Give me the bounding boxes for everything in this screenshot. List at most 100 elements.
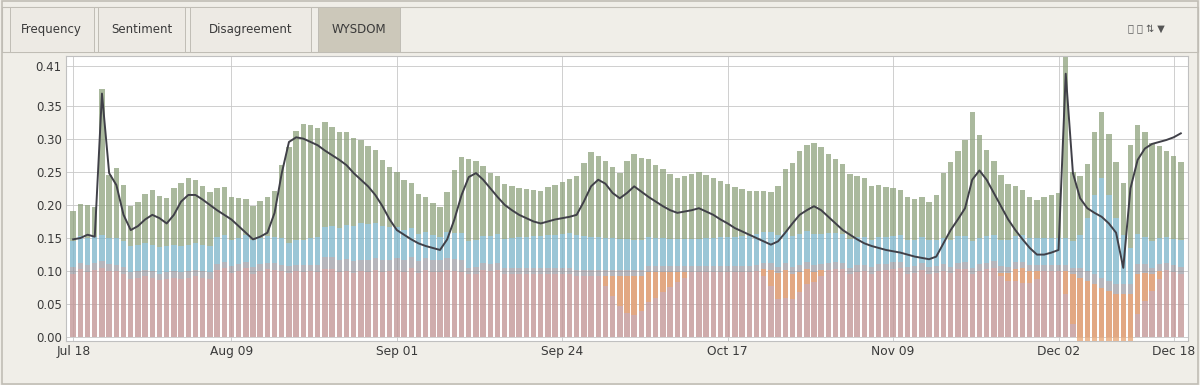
Bar xyxy=(725,273,731,337)
Bar xyxy=(1114,162,1118,218)
Bar xyxy=(372,150,378,223)
Bar xyxy=(150,244,155,271)
Bar xyxy=(150,278,155,337)
Bar xyxy=(71,241,76,267)
Bar xyxy=(280,166,284,238)
Bar xyxy=(179,183,184,246)
Bar xyxy=(862,265,868,271)
Bar xyxy=(523,189,529,237)
Bar xyxy=(85,238,90,265)
Bar xyxy=(696,172,702,239)
Bar xyxy=(494,234,500,263)
Bar xyxy=(581,270,587,276)
Bar xyxy=(222,261,227,268)
Bar xyxy=(595,270,601,276)
Bar xyxy=(350,226,356,261)
Bar xyxy=(833,233,839,263)
Bar xyxy=(466,268,472,275)
Bar xyxy=(912,240,917,266)
Bar xyxy=(330,226,335,258)
Bar xyxy=(826,233,832,263)
Bar xyxy=(1070,268,1075,275)
Bar xyxy=(984,150,989,236)
Bar xyxy=(1092,195,1097,275)
Bar xyxy=(473,240,479,267)
Bar xyxy=(682,273,688,278)
Bar xyxy=(847,239,853,268)
Bar xyxy=(107,271,112,337)
Bar xyxy=(991,161,996,235)
Bar xyxy=(725,266,731,273)
Bar xyxy=(804,269,810,284)
Bar xyxy=(797,151,803,234)
Bar xyxy=(350,261,356,273)
Bar xyxy=(1106,134,1111,195)
Bar xyxy=(660,169,666,238)
Bar xyxy=(272,191,277,237)
Bar xyxy=(150,271,155,278)
Bar xyxy=(1114,285,1118,295)
Bar xyxy=(502,184,508,238)
Bar xyxy=(71,211,76,241)
Bar xyxy=(782,169,788,232)
Bar xyxy=(667,273,673,337)
Bar xyxy=(1078,176,1082,235)
Bar xyxy=(617,172,623,239)
Bar xyxy=(143,270,148,276)
Bar xyxy=(258,271,263,337)
Bar xyxy=(244,262,248,268)
Bar xyxy=(818,271,824,276)
Bar xyxy=(1092,285,1097,385)
Bar xyxy=(1063,271,1068,337)
Bar xyxy=(545,275,551,337)
Bar xyxy=(530,268,536,275)
Bar xyxy=(1092,132,1097,195)
Bar xyxy=(179,273,184,279)
Bar xyxy=(818,264,824,271)
Text: WYSDOM: WYSDOM xyxy=(331,23,386,36)
Bar xyxy=(121,267,126,274)
Bar xyxy=(1171,156,1176,239)
Bar xyxy=(732,266,738,273)
Bar xyxy=(494,176,500,234)
Bar xyxy=(552,275,558,337)
Bar xyxy=(186,271,191,278)
Bar xyxy=(840,164,846,234)
Bar xyxy=(401,180,407,230)
Bar xyxy=(128,273,133,279)
Bar xyxy=(595,276,601,337)
Bar xyxy=(1128,145,1133,248)
Bar xyxy=(136,278,140,337)
Bar xyxy=(487,236,493,264)
Bar xyxy=(451,259,457,271)
Bar xyxy=(653,273,659,337)
Bar xyxy=(208,192,212,246)
Bar xyxy=(516,238,522,268)
Bar xyxy=(977,135,982,238)
Bar xyxy=(114,238,119,264)
Bar xyxy=(998,174,1003,239)
Bar xyxy=(294,131,299,240)
Bar xyxy=(1078,268,1082,278)
Bar xyxy=(703,175,709,238)
Bar xyxy=(1121,285,1126,295)
Bar xyxy=(215,271,220,337)
Bar xyxy=(114,264,119,271)
Bar xyxy=(85,205,90,238)
Bar xyxy=(229,266,234,273)
Bar xyxy=(294,271,299,337)
Bar xyxy=(948,273,953,337)
Bar xyxy=(222,268,227,337)
Bar xyxy=(638,270,644,276)
Bar xyxy=(164,198,169,246)
Bar xyxy=(552,234,558,268)
Bar xyxy=(674,239,680,266)
Bar xyxy=(1128,295,1133,337)
Bar xyxy=(696,273,702,337)
Bar xyxy=(1049,238,1054,264)
Bar xyxy=(121,241,126,267)
Bar xyxy=(1049,271,1054,337)
Text: ⬜ ⬛ ⇅ ▼: ⬜ ⬛ ⇅ ▼ xyxy=(1128,24,1164,34)
Bar xyxy=(136,271,140,278)
Bar xyxy=(768,263,774,270)
